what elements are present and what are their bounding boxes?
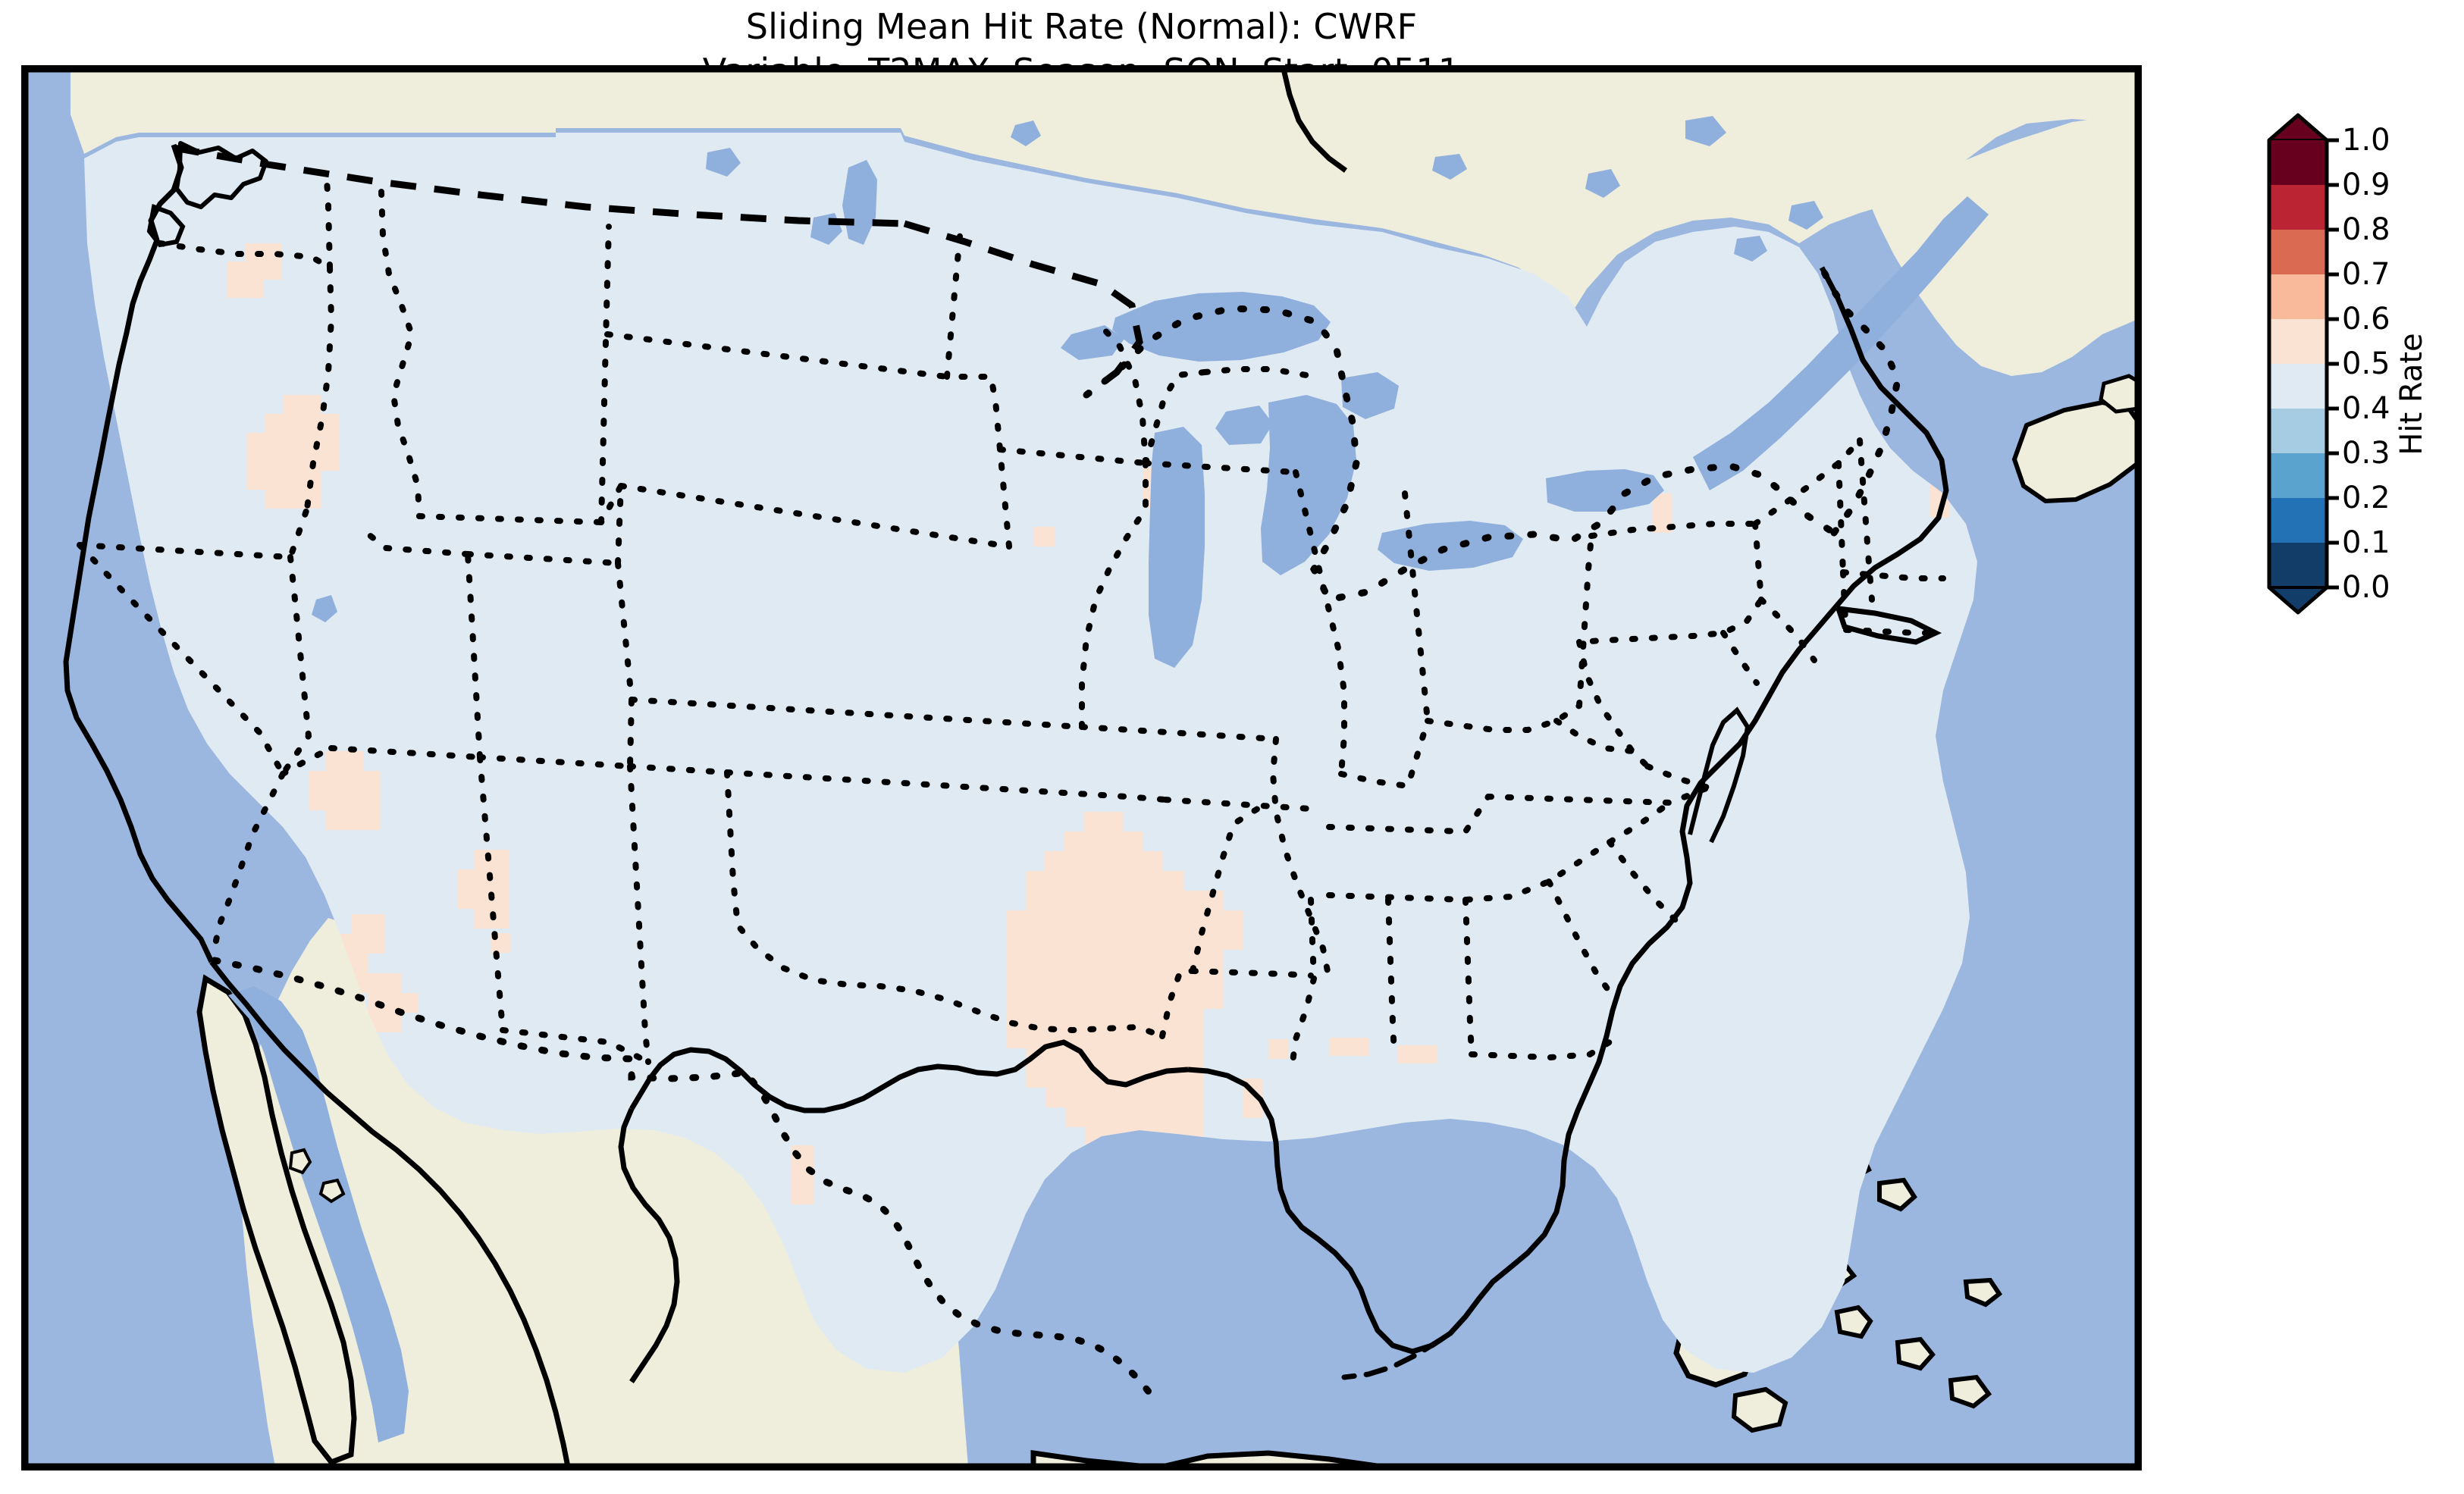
cb-band-0.1-0.2	[2269, 498, 2327, 543]
cb-band-0.8-0.9	[2269, 185, 2327, 230]
long-island	[1834, 605, 1942, 645]
title-line-1: Sliding Mean Hit Rate (Normal): CWRF	[745, 6, 1418, 47]
colorbar-ticks	[2327, 138, 2339, 590]
florida-keys	[1341, 1336, 1444, 1380]
st-lawrence-river	[1693, 196, 1989, 490]
cb-tick-0.4: 0.4	[2342, 391, 2390, 426]
canada-landmass	[71, 69, 2138, 319]
state-boundaries	[77, 177, 1946, 1065]
lakes-international-boundary	[1083, 305, 1838, 604]
cb-band-0.6-0.7	[2269, 274, 2327, 319]
nova-scotia	[2011, 399, 2138, 504]
texas-coastline	[618, 1107, 680, 1383]
canada-maritimes	[1867, 113, 2138, 376]
cb-band-0.9-1.0	[2269, 140, 2327, 185]
cb-tick-0.7: 0.7	[2342, 257, 2390, 292]
cb-tick-0.1: 0.1	[2342, 525, 2390, 560]
hit-rate-data-field	[84, 133, 1977, 1373]
chesapeake-bay	[1688, 706, 1751, 844]
cb-band-0.5-0.6	[2269, 319, 2327, 364]
cb-band-0.0-0.1	[2269, 543, 2327, 587]
cb-band-0.2-0.3	[2269, 453, 2327, 498]
olympic-peninsula	[146, 203, 186, 248]
cb-tick-0.5: 0.5	[2342, 346, 2390, 381]
colorbar-canvas	[2267, 113, 2339, 615]
cb-tick-0.6: 0.6	[2342, 302, 2390, 337]
gulf-coastline	[629, 1039, 1189, 1113]
gulf-islands	[288, 1148, 346, 1204]
cb-tick-0.2: 0.2	[2342, 481, 2390, 515]
map-canvas	[25, 69, 2138, 1467]
cb-tick-0.8: 0.8	[2342, 212, 2390, 247]
cb-band-0.4-0.5	[2269, 364, 2327, 409]
colorbar-over-arrow	[2268, 114, 2328, 142]
us-canada-border	[173, 144, 905, 227]
cb-band-0.3-0.4	[2269, 409, 2327, 453]
cb-tick-0.0: 0.0	[2342, 570, 2390, 605]
mexico-west-coast	[209, 960, 571, 1467]
great-lakes	[312, 116, 1823, 668]
cb-tick-0.9: 0.9	[2342, 168, 2390, 202]
colorbar-under-arrow	[2268, 586, 2328, 614]
us-mexico-border	[211, 957, 1155, 1399]
cb-band-0.7-0.8	[2269, 230, 2327, 274]
colorbar-axis-label: Hit Rate	[2394, 333, 2429, 456]
cb-tick-0.3: 0.3	[2342, 436, 2390, 471]
hudson-bay-coast	[1281, 69, 1348, 173]
atlantic-coastline	[1187, 266, 1949, 1355]
baja-california	[196, 974, 357, 1466]
map-axes	[21, 65, 2142, 1471]
puget-sound	[174, 141, 268, 209]
colorbar: 1.0 0.9 0.8 0.7 0.6 0.5 0.4 0.3 0.2 0.1 …	[2263, 113, 2464, 675]
cb-tick-1.0: 1.0	[2342, 123, 2390, 158]
gulf-of-california	[228, 986, 409, 1442]
cape-breton	[2099, 374, 2138, 414]
